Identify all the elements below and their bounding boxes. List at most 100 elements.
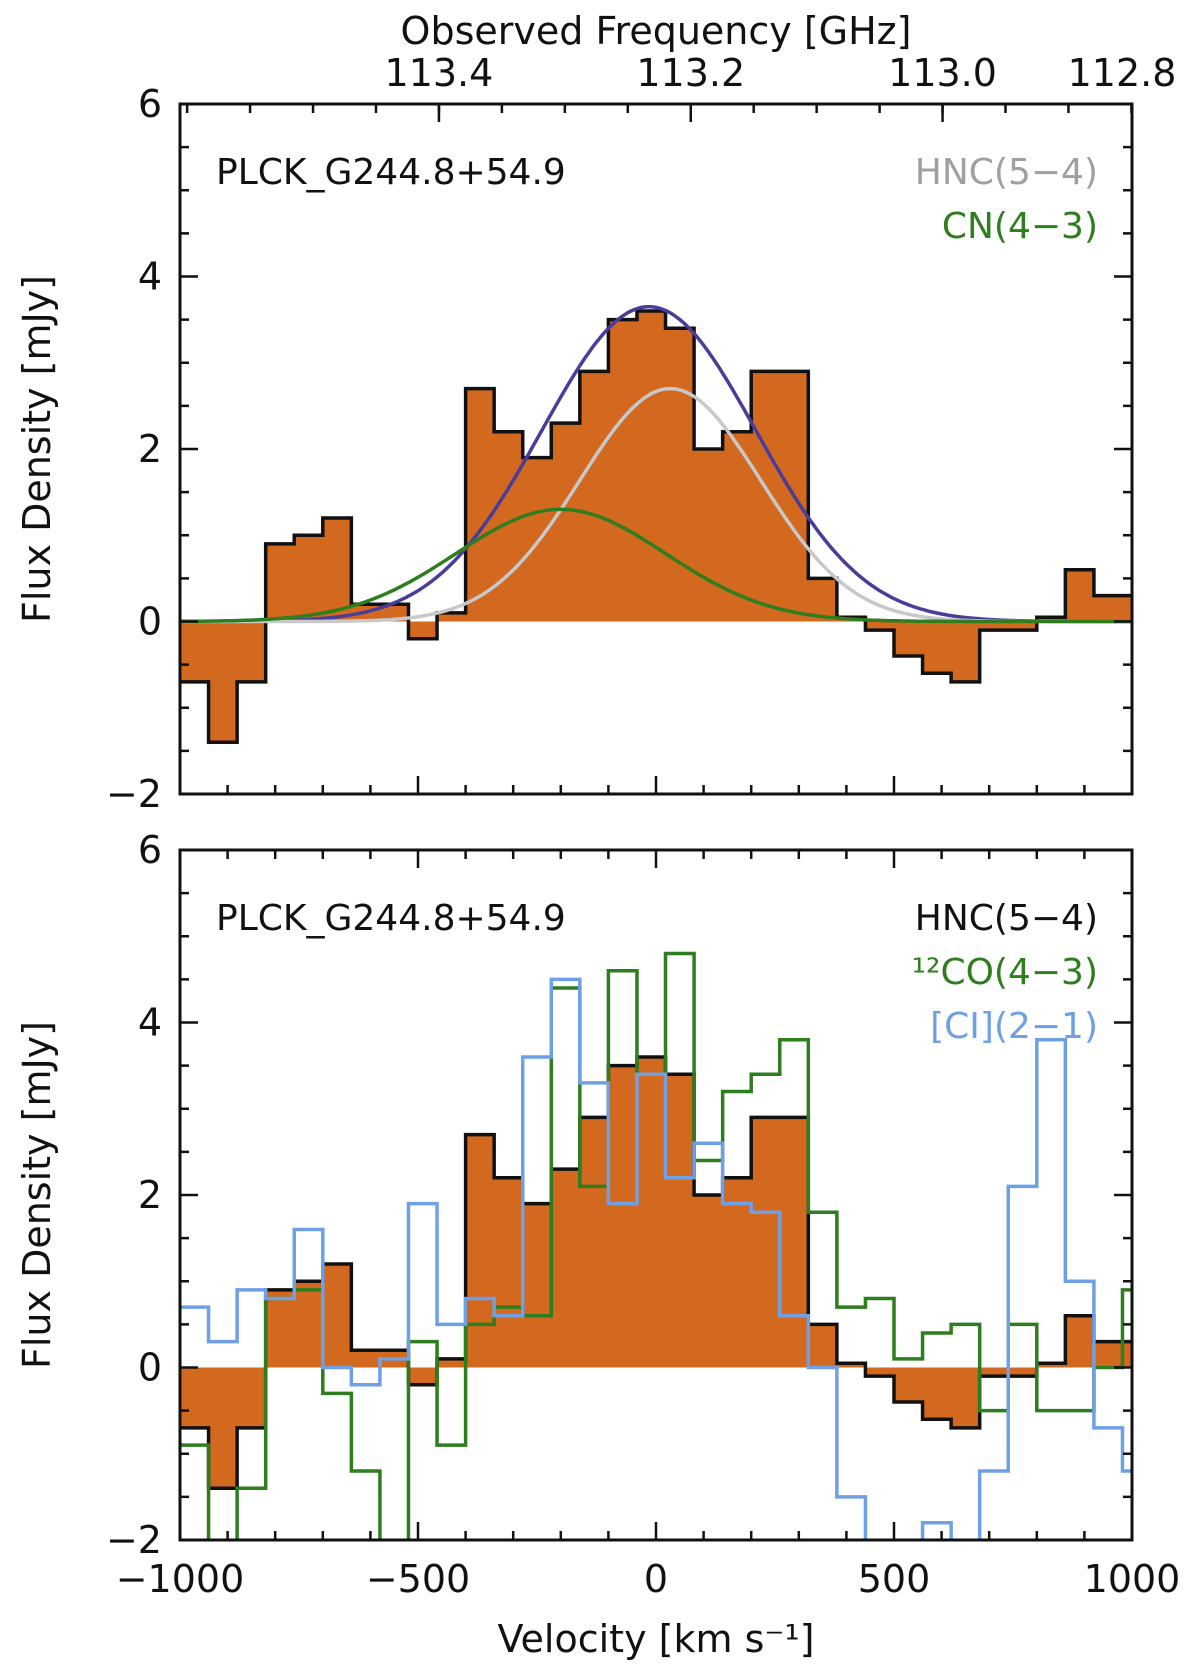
top-hnc-5-4--bar [636, 311, 667, 622]
bottom-hnc-5-4--bar [408, 1367, 438, 1385]
top-plot-area [180, 304, 1132, 744]
velocity-axis-title: Velocity [km s⁻¹] [498, 1617, 815, 1661]
top-ytick-label: 6 [138, 82, 162, 126]
top-source-label: PLCK_G244.8+54.9 [216, 152, 566, 193]
bottom-hnc-5-4--bar [1065, 1315, 1095, 1368]
bottom-hnc-5-4--bar [779, 1117, 809, 1368]
bottom-panel-ticks: −2 0 2 4 6 −1000 −500 0 500 1000 [106, 828, 1180, 1601]
bottom-hnc-5-4--bar [979, 1367, 1009, 1377]
frequency-tick-label: 113.4 [385, 51, 494, 95]
top-hnc-5-4--step-line [180, 309, 1132, 744]
top-hnc-5-4--bar [322, 518, 352, 622]
bottom-hnc-5-4--bar [1036, 1363, 1066, 1368]
velocity-tick-label: 500 [858, 1557, 931, 1601]
top-ytick-label: 0 [138, 600, 162, 644]
top-fit-total-fit [180, 304, 1132, 624]
top-legend-hnc: HNC(5−4) [915, 152, 1098, 193]
bottom-hnc-5-4--bar [865, 1367, 895, 1377]
bottom-hnc-5-4--bar [437, 1358, 467, 1368]
velocity-tick-label: −500 [366, 1557, 470, 1601]
top-hnc-5-4--bar [265, 543, 295, 622]
top-hnc-5-4--bar [1093, 595, 1123, 622]
bottom-hnc-5-4--bar [894, 1367, 924, 1402]
top-hnc-5-4--bar [522, 457, 552, 622]
bottom-hnc-5-4--bar [751, 1117, 781, 1368]
bottom-hnc-5-4--bar [208, 1367, 238, 1489]
bottom-hnc-5-4--bar [294, 1281, 324, 1368]
velocity-tick-label: −1000 [116, 1557, 245, 1601]
top-hnc-5-4--bar [579, 371, 609, 622]
bottom-legend-co: ¹²CO(4−3) [912, 952, 1098, 993]
frequency-tick-label: 112.8 [1068, 51, 1177, 95]
bottom-hnc-5-4--bar [636, 1057, 667, 1368]
frequency-tick-label: 113.0 [888, 51, 997, 95]
bottom-hnc-5-4--bar [951, 1367, 981, 1428]
frequency-tick-label: 113.2 [636, 51, 745, 95]
bottom-panel: −2 0 2 4 6 −1000 −500 0 500 1000 PLCK_G244.8+54.9… [15, 828, 1180, 1661]
top-fit-cn-4-3- [180, 507, 1132, 624]
top-hnc-5-4--bar [922, 621, 952, 674]
top-hnc-5-4--bar [294, 535, 324, 622]
top-hnc-5-4--bar [1065, 569, 1095, 622]
top-hnc-5-4--bar [608, 319, 638, 622]
top-panel: −2 0 2 4 6 113.4 113.2 113.0 112.8 Observed Freq… [15, 9, 1176, 816]
bottom-hnc-5-4--bar [694, 1195, 724, 1368]
top-hnc-5-4--bar [694, 449, 724, 622]
bottom-legend-hnc: HNC(5−4) [915, 898, 1098, 939]
bottom-hnc-5-4--bar [808, 1324, 838, 1368]
bottom-hnc-5-4--bar [836, 1363, 866, 1368]
top-y-axis-title: Flux Density [mJy] [15, 275, 59, 623]
top-panel-ticks: −2 0 2 4 6 113.4 113.2 113.0 112.8 [106, 51, 1176, 816]
bottom-source-label: PLCK_G244.8+54.9 [216, 898, 566, 939]
bottom-y-axis-title: Flux Density [mJy] [15, 1021, 59, 1369]
bottom-hnc-5-4--bar [551, 1169, 581, 1368]
bottom-plot-area [180, 951, 1132, 1540]
top-hnc-5-4--bar [865, 621, 895, 631]
top-hnc-5-4--bar [894, 621, 924, 656]
top-hnc-5-4--bar [408, 621, 438, 639]
bottom-legend-ci: [CI](2−1) [930, 1006, 1098, 1047]
bottom-hnc-5-4--bar [1093, 1341, 1123, 1368]
top-hnc-5-4--bar [665, 328, 695, 622]
top-ytick-label: −2 [106, 772, 162, 816]
bottom-hnc-5-4--bar [522, 1203, 552, 1368]
velocity-tick-label: 1000 [1084, 1557, 1181, 1601]
bottom-ytick-label: −2 [106, 1518, 162, 1562]
bottom-hnc-5-4--bar [722, 1177, 752, 1368]
top-hnc-5-4--bar [465, 388, 495, 622]
bottom-hnc-5-4--bar [494, 1177, 524, 1368]
bottom-hnc-5-4--bar [1008, 1367, 1038, 1377]
top-hnc-5-4--bar [751, 371, 781, 622]
bottom-hnc-5-4--bar [922, 1367, 952, 1420]
top-hnc-5-4--bar [180, 621, 210, 682]
bottom-hnc-5-4--bar [1122, 1341, 1132, 1368]
top-legend-cn: CN(4−3) [942, 206, 1098, 247]
top-ytick-label: 4 [138, 255, 162, 299]
top-hnc-5-4--bar [951, 621, 981, 682]
top-ytick-label: 2 [138, 427, 162, 471]
top-hnc-5-4--bar [1008, 621, 1038, 631]
bottom-hnc-5-4--bar [608, 1065, 638, 1368]
bottom-hnc-5-4--step-line [180, 1055, 1132, 1490]
top-hnc-5-4--bar [208, 621, 238, 743]
bottom-ytick-label: 6 [138, 828, 162, 872]
bottom-hnc-5-4--bar [180, 1367, 210, 1428]
bottom-hnc-5-4--bar [237, 1367, 267, 1428]
top-hnc-5-4--bar [1036, 617, 1066, 622]
top-hnc-5-4--bar [1122, 595, 1132, 622]
top-hnc-5-4--bar [979, 621, 1009, 631]
top-hnc-5-4--bar [551, 423, 581, 622]
top-hnc-5-4--bar [237, 621, 267, 682]
bottom-hnc-5-4--bar [322, 1264, 352, 1368]
top-hnc-5-4--bar [437, 612, 467, 622]
bottom--ci-2-1--step-line [180, 977, 1132, 1540]
top-frequency-axis-title: Observed Frequency [GHz] [401, 9, 912, 53]
velocity-tick-label: 0 [644, 1557, 668, 1601]
bottom-hnc-5-4--bar [351, 1350, 381, 1368]
bottom-ytick-label: 4 [138, 1001, 162, 1045]
bottom-hnc-5-4--bar [665, 1074, 695, 1368]
bottom-hnc-5-4--bar [465, 1134, 495, 1368]
bottom-hnc-5-4--bar [579, 1117, 609, 1368]
bottom-ytick-label: 2 [138, 1173, 162, 1217]
